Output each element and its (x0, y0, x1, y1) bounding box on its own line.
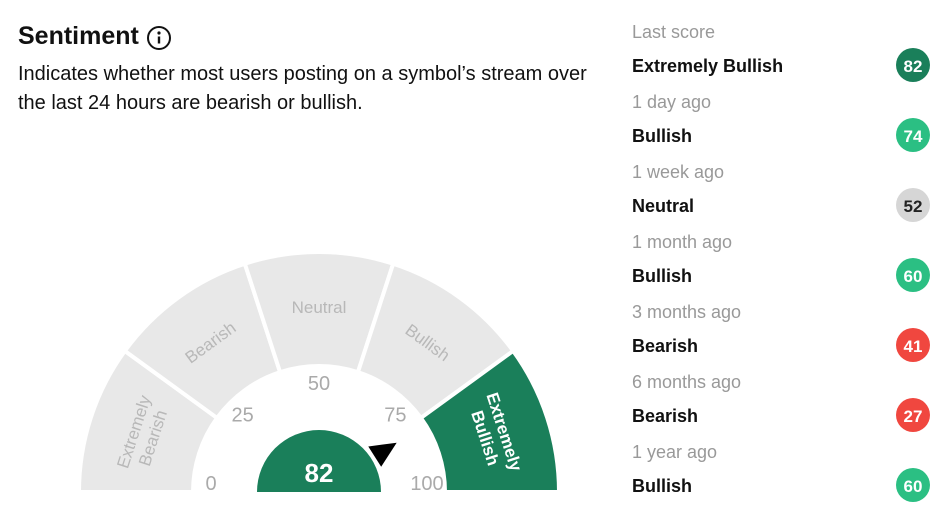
history-score: 60 (904, 477, 923, 496)
history-score: 60 (904, 267, 923, 286)
score-badge (896, 468, 930, 502)
history-period: 1 month ago (632, 232, 732, 252)
history-period: 3 months ago (632, 302, 741, 322)
history-period: 1 day ago (632, 92, 711, 112)
segment-label: Neutral (292, 298, 347, 317)
value-disc (257, 430, 381, 492)
tick-label: 0 (205, 473, 216, 495)
info-icon[interactable] (146, 25, 172, 51)
history-period: 1 week ago (632, 162, 724, 182)
needle (368, 442, 397, 467)
history-score: 82 (904, 57, 923, 76)
gauge-segment (418, 348, 562, 494)
history-score: 52 (904, 197, 923, 216)
history-label: Bearish (632, 406, 698, 426)
score-badge (896, 118, 930, 152)
history-label: Bullish (632, 126, 692, 146)
history-label: Neutral (632, 196, 694, 216)
history-score: 41 (904, 337, 923, 356)
history-period: 6 months ago (632, 372, 741, 392)
score-badge (896, 398, 930, 432)
tick-label: 100 (410, 473, 443, 495)
tick-label: 25 (232, 405, 254, 427)
score-badge (896, 258, 930, 292)
history-label: Bullish (632, 266, 692, 286)
gauge-value: 82 (305, 458, 334, 488)
tick-label: 50 (308, 373, 330, 395)
score-badge (896, 328, 930, 362)
title: Sentiment (18, 22, 139, 50)
score-badge (896, 188, 930, 222)
history-score: 27 (904, 407, 923, 426)
description: Indicates whether most users posting on … (18, 63, 587, 114)
score-badge (896, 48, 930, 82)
history-period: Last score (632, 22, 715, 42)
history-period: 1 year ago (632, 442, 717, 462)
history-label: Extremely Bullish (632, 56, 783, 76)
history-label: Bearish (632, 336, 698, 356)
history-score: 74 (904, 127, 923, 146)
tick-label: 75 (384, 405, 406, 427)
history-label: Bullish (632, 476, 692, 496)
